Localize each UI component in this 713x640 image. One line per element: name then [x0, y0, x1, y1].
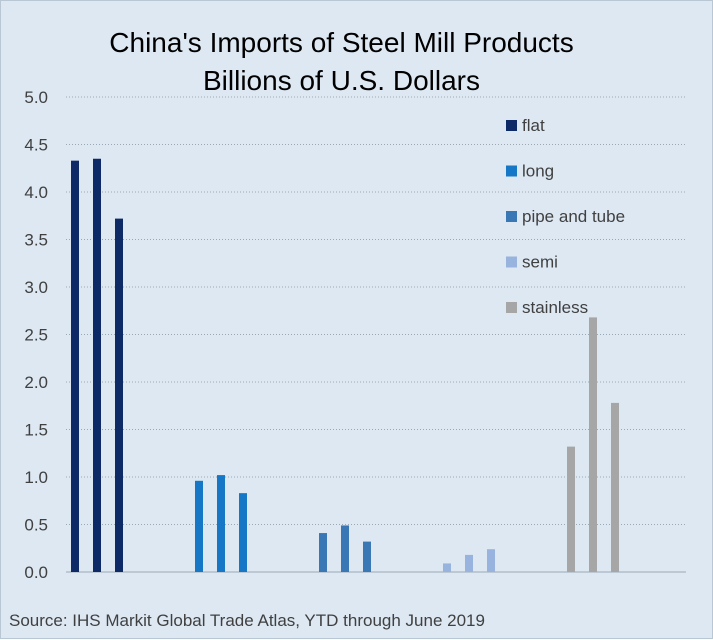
bar-long — [239, 493, 247, 572]
legend-label: pipe and tube — [522, 207, 625, 226]
y-tick-label: 0.0 — [24, 563, 48, 582]
legend-swatch — [506, 302, 517, 313]
bar-flat — [115, 218, 123, 572]
chart-title: China's Imports of Steel Mill Products — [109, 27, 574, 58]
y-tick-label: 0.5 — [24, 516, 48, 535]
y-tick-label: 1.5 — [24, 421, 48, 440]
legend-label: semi — [522, 253, 558, 272]
y-tick-label: 1.0 — [24, 468, 48, 487]
legend-swatch — [506, 120, 517, 131]
bar-pipe-and-tube — [341, 525, 349, 572]
legend-swatch — [506, 256, 517, 268]
bar-semi — [465, 554, 473, 572]
bar-pipe-and-tube — [363, 541, 371, 572]
source-note: Source: IHS Markit Global Trade Atlas, Y… — [9, 611, 485, 630]
y-tick-label: 3.5 — [24, 231, 48, 250]
bar-semi — [487, 549, 495, 572]
bar-pipe-and-tube — [319, 533, 327, 572]
bar-flat — [93, 158, 101, 572]
bar-semi — [443, 563, 451, 572]
legend-swatch — [506, 165, 517, 177]
y-tick-label: 4.0 — [24, 183, 48, 202]
y-tick-label: 2.5 — [24, 326, 48, 345]
y-tick-label: 4.5 — [24, 136, 48, 155]
y-tick-label: 2.0 — [24, 373, 48, 392]
bar-stainless — [589, 317, 597, 572]
y-tick-label: 5.0 — [24, 88, 48, 107]
bar-stainless — [567, 446, 575, 572]
legend-label: flat — [522, 116, 545, 135]
bar-long — [195, 480, 203, 572]
chart-subtitle: Billions of U.S. Dollars — [203, 65, 480, 96]
legend-label: stainless — [522, 298, 588, 317]
legend-label: long — [522, 162, 554, 181]
legend-swatch — [506, 211, 517, 222]
bar-stainless — [611, 402, 619, 572]
y-tick-label: 3.0 — [24, 278, 48, 297]
bar-long — [217, 475, 225, 572]
bar-flat — [71, 160, 79, 572]
